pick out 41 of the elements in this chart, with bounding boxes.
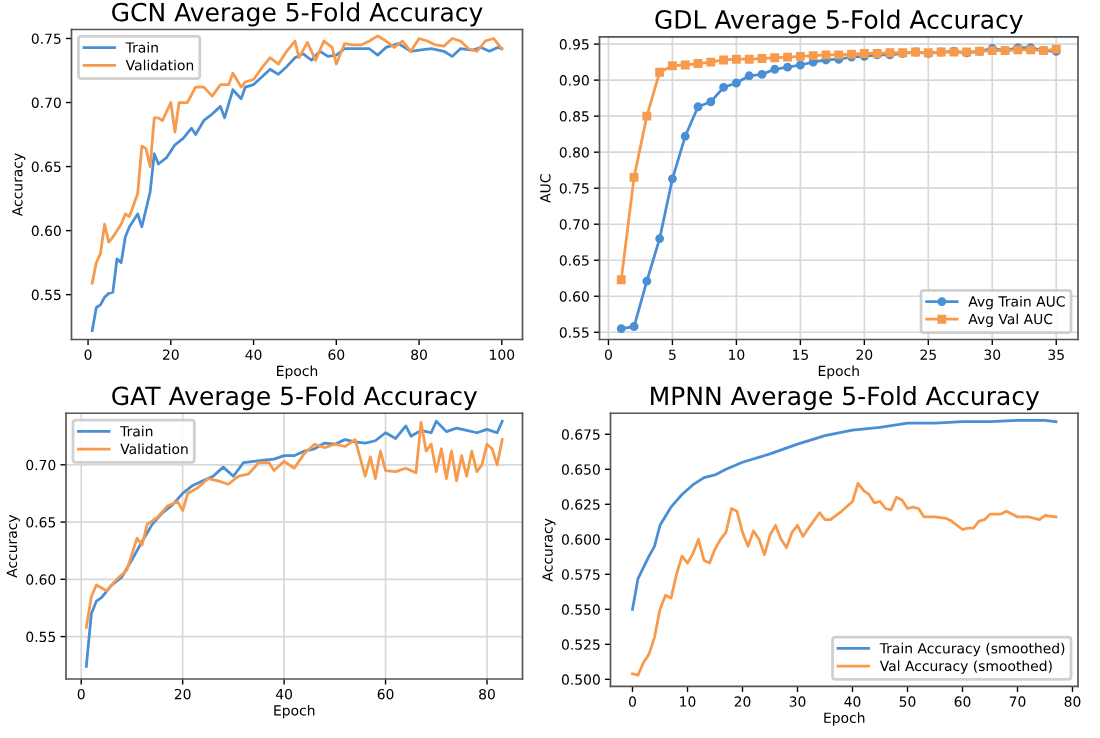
point xyxy=(616,275,626,285)
point xyxy=(642,276,652,286)
point xyxy=(719,82,729,92)
point xyxy=(731,78,741,88)
line-series xyxy=(84,421,504,629)
point xyxy=(770,53,780,63)
point xyxy=(642,111,652,121)
point xyxy=(757,69,767,79)
point xyxy=(655,234,665,244)
line-series xyxy=(90,42,504,332)
point xyxy=(680,131,690,141)
point xyxy=(667,174,677,184)
point xyxy=(795,60,805,70)
point xyxy=(667,61,677,71)
point xyxy=(706,57,716,67)
point xyxy=(616,324,626,334)
line-series xyxy=(631,418,1058,611)
chart-title: MPNN Average 5-Fold Accuracy xyxy=(651,385,1040,411)
chart-title: GAT Average 5-Fold Accuracy xyxy=(112,385,477,411)
point xyxy=(808,51,818,61)
point xyxy=(744,54,754,64)
point xyxy=(680,60,690,70)
point xyxy=(757,54,767,63)
point xyxy=(719,55,729,65)
point xyxy=(783,62,793,72)
point xyxy=(770,64,780,74)
point xyxy=(795,51,805,61)
line-series xyxy=(90,34,504,285)
point xyxy=(744,71,754,81)
point xyxy=(821,50,831,60)
chart-title: GCN Average 5-Fold Accuracy xyxy=(112,2,483,27)
point xyxy=(693,59,703,68)
point xyxy=(655,67,665,77)
line-series xyxy=(84,419,504,668)
point xyxy=(629,172,639,182)
point xyxy=(731,54,741,64)
point xyxy=(706,97,716,107)
point xyxy=(783,52,793,62)
point xyxy=(629,322,639,331)
chart-title: GDL Average 5-Fold Accuracy xyxy=(655,9,1023,34)
point xyxy=(693,102,703,112)
